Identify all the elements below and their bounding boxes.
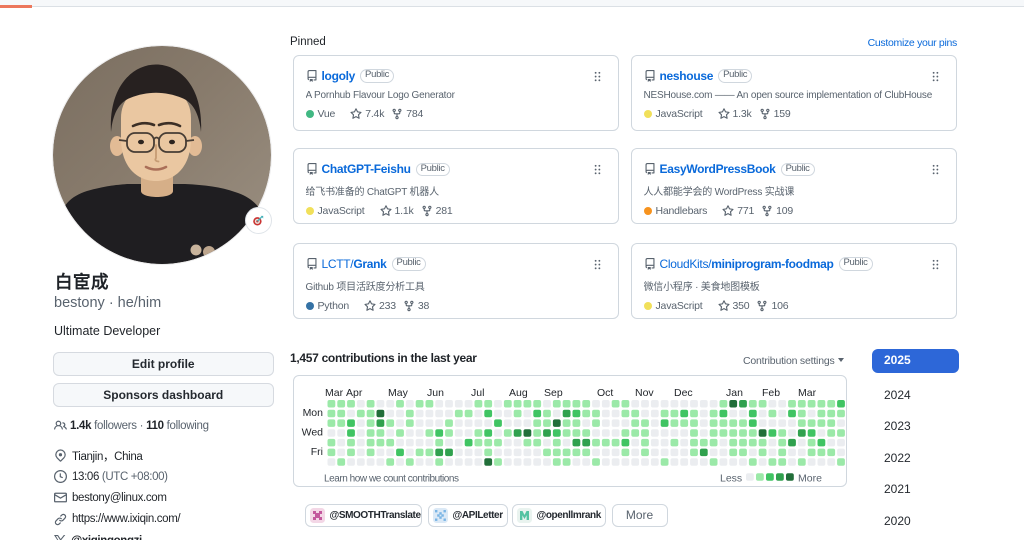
svg-text:Apr: Apr bbox=[346, 387, 363, 399]
svg-text:Fri: Fri bbox=[310, 446, 322, 458]
svg-text:More: More bbox=[798, 472, 822, 484]
svg-text:Dec: Dec bbox=[674, 387, 693, 399]
svg-text:Jun: Jun bbox=[427, 387, 444, 399]
svg-text:Jan: Jan bbox=[726, 387, 743, 399]
svg-text:Mar: Mar bbox=[325, 387, 344, 399]
svg-text:Feb: Feb bbox=[762, 387, 780, 399]
svg-text:Less: Less bbox=[720, 472, 742, 484]
svg-text:Wed: Wed bbox=[301, 426, 323, 438]
svg-text:Mon: Mon bbox=[302, 407, 323, 419]
svg-text:Nov: Nov bbox=[635, 387, 654, 399]
svg-text:May: May bbox=[388, 387, 409, 399]
svg-text:Learn how we count contributio: Learn how we count contributions bbox=[324, 473, 459, 484]
svg-text:Jul: Jul bbox=[471, 387, 484, 399]
svg-text:Oct: Oct bbox=[597, 387, 613, 399]
svg-text:Sep: Sep bbox=[544, 387, 563, 399]
svg-text:Mar: Mar bbox=[798, 387, 817, 399]
svg-text:Aug: Aug bbox=[509, 387, 528, 399]
